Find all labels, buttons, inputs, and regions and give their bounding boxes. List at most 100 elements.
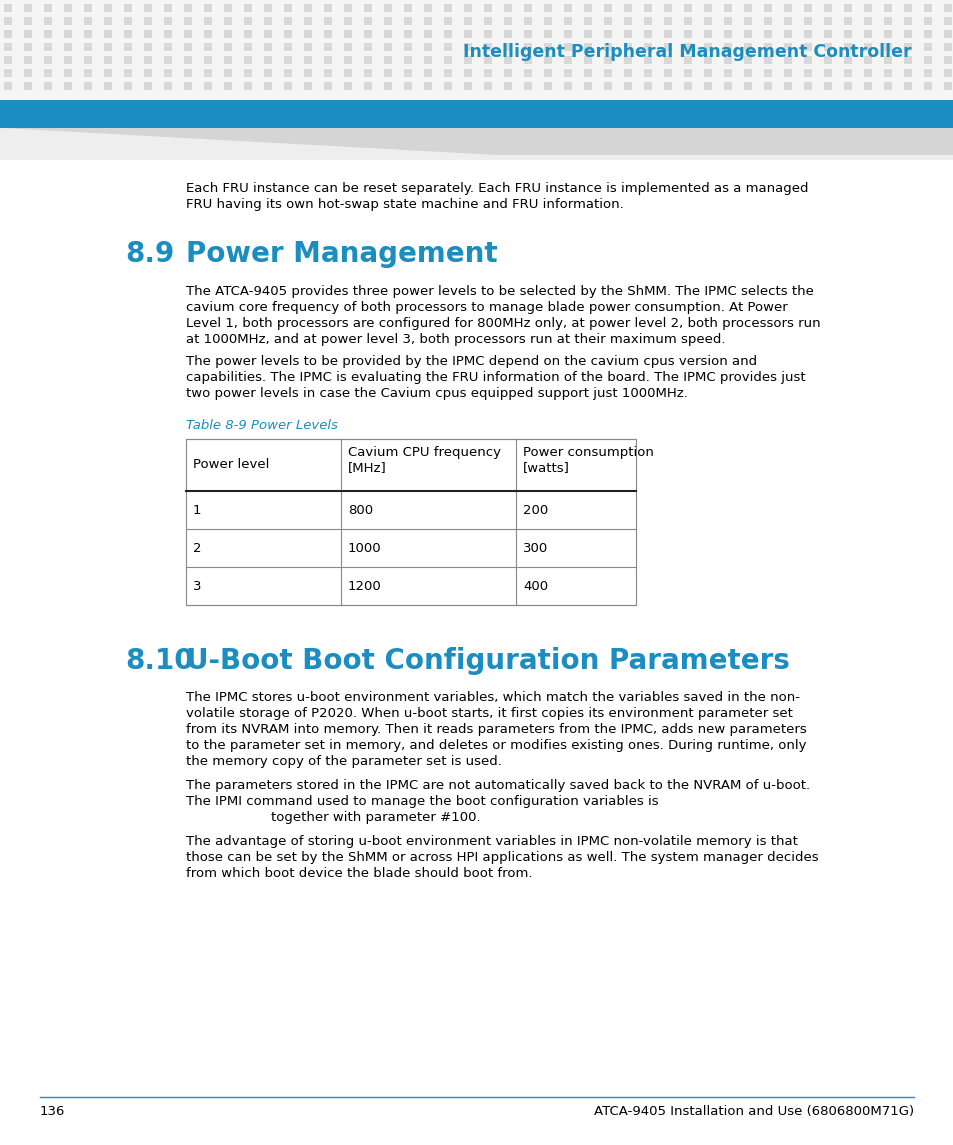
Bar [264,56,272,64]
Bar [543,30,552,38]
Bar [443,56,452,64]
Bar [144,82,152,90]
Bar [84,3,91,11]
Text: those can be set by the ShMM or across HPI applications as well. The system mana: those can be set by the ShMM or across H… [186,851,818,864]
Bar [783,44,791,52]
Bar [703,30,711,38]
Polygon shape [0,128,953,155]
Bar [763,56,771,64]
Bar [364,82,372,90]
Bar [483,17,492,25]
Bar [763,44,771,52]
Bar [783,56,791,64]
Bar [24,69,32,77]
Text: to the parameter set in memory, and deletes or modifies existing ones. During ru: to the parameter set in memory, and dele… [186,739,805,752]
Bar [224,3,232,11]
Bar [483,30,492,38]
Bar [823,82,831,90]
Bar [144,30,152,38]
Bar [663,44,671,52]
Bar [503,44,512,52]
Bar [903,3,911,11]
Bar [164,82,172,90]
Text: The IPMC stores u-boot environment variables, which match the variables saved in: The IPMC stores u-boot environment varia… [186,690,800,704]
Bar [264,3,272,11]
Bar [463,56,472,64]
Bar [523,56,532,64]
Bar [364,69,372,77]
Bar [64,69,71,77]
Text: 2: 2 [193,542,201,554]
Bar [64,30,71,38]
Bar [523,82,532,90]
Bar [563,56,572,64]
Text: 8.9: 8.9 [125,240,174,268]
Bar [803,17,811,25]
Bar [164,30,172,38]
Bar [244,82,252,90]
Bar [603,56,612,64]
Bar [803,44,811,52]
Bar [186,439,636,605]
Bar [643,30,651,38]
Bar [284,69,292,77]
Bar [483,56,492,64]
Bar [943,30,951,38]
Bar [603,30,612,38]
Bar [304,17,312,25]
Bar [423,30,432,38]
Bar [144,17,152,25]
Bar [204,82,212,90]
Text: U-Boot Boot Configuration Parameters: U-Boot Boot Configuration Parameters [186,647,789,676]
Bar [44,82,52,90]
Bar [124,69,132,77]
Bar [403,44,412,52]
Text: 400: 400 [522,579,548,592]
Bar [863,82,871,90]
Bar [683,82,691,90]
Text: The IPMI command used to manage the boot configuration variables is: The IPMI command used to manage the boot… [186,795,658,808]
Text: at 1000MHz, and at power level 3, both processors run at their maximum speed.: at 1000MHz, and at power level 3, both p… [186,333,724,346]
Bar [583,56,592,64]
Bar [523,30,532,38]
Bar [144,3,152,11]
Bar [204,44,212,52]
Text: The parameters stored in the IPMC are not automatically saved back to the NVRAM : The parameters stored in the IPMC are no… [186,779,809,792]
Bar [843,69,851,77]
Bar [903,69,911,77]
Bar [783,3,791,11]
Bar [24,44,32,52]
Bar [823,44,831,52]
Bar [843,30,851,38]
Text: cavium core frequency of both processors to manage blade power consumption. At P: cavium core frequency of both processors… [186,301,787,314]
Text: together with parameter #100.: together with parameter #100. [186,811,480,824]
Bar [723,17,731,25]
Text: 3: 3 [193,579,201,592]
Bar [384,56,392,64]
Bar [324,82,332,90]
Bar [623,30,631,38]
Bar [84,44,91,52]
Bar [703,56,711,64]
Text: The advantage of storing u-boot environment variables in IPMC non-volatile memor: The advantage of storing u-boot environm… [186,835,797,848]
Bar [244,56,252,64]
Bar [803,3,811,11]
Bar [823,69,831,77]
Bar [304,56,312,64]
Bar [443,82,452,90]
Bar [124,56,132,64]
Bar [583,44,592,52]
Bar [503,69,512,77]
Text: 1200: 1200 [348,579,381,592]
Bar [104,3,112,11]
Bar [923,44,931,52]
Text: Power level: Power level [193,458,269,472]
Bar [284,17,292,25]
Bar [743,3,751,11]
Bar [64,56,71,64]
Bar [663,17,671,25]
Bar [763,30,771,38]
Bar [543,3,552,11]
Bar [284,44,292,52]
Text: Each FRU instance can be reset separately. Each FRU instance is implemented as a: Each FRU instance can be reset separatel… [186,182,807,195]
